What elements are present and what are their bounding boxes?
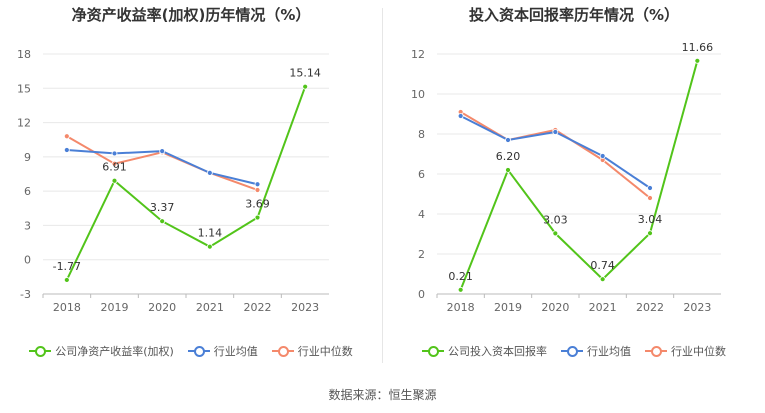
legend-item[interactable]: 行业均值 (561, 343, 631, 359)
data-point (505, 167, 511, 173)
legend-label: 行业均值 (213, 345, 258, 358)
panel-divider (382, 8, 383, 363)
legend-item[interactable]: 行业中位数 (645, 343, 726, 359)
x-tick-label: 2023 (291, 301, 319, 314)
y-tick-label: 0 (24, 254, 31, 267)
data-label: 3.03 (543, 213, 568, 226)
data-label: 0.21 (448, 270, 473, 283)
legend-swatch (422, 345, 444, 357)
series-line-1 (460, 115, 651, 189)
y-tick-label: 6 (418, 168, 425, 181)
data-point (254, 214, 261, 221)
legend-label: 行业均值 (587, 345, 631, 358)
data-point (111, 150, 118, 157)
data-point (694, 57, 701, 64)
x-tick-label: 2020 (148, 301, 176, 314)
x-tick-label: 2019 (494, 301, 522, 314)
data-label: 3.69 (245, 198, 270, 211)
data-point (159, 218, 166, 225)
roe-chart-panel: 净资产收益率(加权)历年情况（%） -3 0 3 6 9 12 15 18 2018 2019 20… (0, 0, 382, 375)
y-tick-label: 9 (24, 151, 31, 164)
y-tick-label: 8 (418, 128, 425, 141)
x-tick-label: 2021 (589, 301, 617, 314)
legend-swatch (29, 345, 52, 357)
data-point (647, 195, 653, 201)
data-point (254, 181, 261, 188)
y-tick-label: 2 (418, 248, 425, 261)
y-tick-label: 10 (411, 88, 425, 101)
legend-swatch (271, 345, 294, 357)
legend-swatch (187, 345, 210, 357)
roic-chart-title: 投入资本回报率历年情况（%） (468, 6, 680, 24)
x-tick-label: 2023 (683, 301, 711, 314)
y-tick-label: -3 (20, 288, 31, 301)
data-point (647, 185, 653, 191)
data-point (63, 147, 70, 153)
legend-label: 公司投入资本回报率 (448, 345, 547, 358)
data-label: 15.14 (289, 67, 321, 80)
x-tick-label: 2020 (541, 301, 569, 314)
data-label: 6.91 (102, 161, 127, 174)
data-point (599, 153, 606, 159)
y-tick-label: 12 (411, 48, 425, 61)
x-tick-label: 2018 (447, 301, 475, 314)
legend-item[interactable]: 公司投入资本回报率 (422, 343, 547, 359)
series-line-0 (65, 86, 307, 281)
data-point (599, 276, 606, 283)
data-label: 3.37 (150, 201, 175, 214)
y-tick-label: 4 (418, 208, 425, 221)
data-point (457, 286, 464, 293)
data-point (505, 137, 511, 143)
data-label: 1.14 (198, 227, 223, 240)
y-tick-label: 0 (418, 288, 425, 301)
data-point (552, 129, 559, 135)
roic-chart-panel: 投入资本回报率历年情况（%） 0 2 4 6 8 10 12 2018 2019 2020 2021… (383, 0, 765, 375)
y-tick-label: 6 (24, 185, 31, 198)
roe-chart-title: 净资产收益率(加权)历年情况（%） (71, 6, 311, 24)
x-tick-label: 2021 (196, 301, 224, 314)
data-point (206, 243, 213, 250)
roic-chart-plot: 0 2 4 6 8 10 12 2018 2019 2020 2021 2022 2023 0.21 6.2… (411, 41, 721, 314)
legend-label: 行业中位数 (671, 345, 726, 358)
data-point (302, 83, 309, 90)
data-label: 0.74 (590, 259, 615, 272)
data-point (647, 230, 653, 237)
data-label: 3.04 (638, 213, 663, 226)
legend-item[interactable]: 行业中位数 (271, 343, 353, 359)
x-tick-label: 2022 (636, 301, 664, 314)
roe-chart-plot: -3 0 3 6 9 12 15 18 2018 2019 2020 2021 2022 2023 -1.7… (17, 48, 329, 314)
data-point (111, 160, 118, 167)
data-point (63, 277, 70, 283)
legend-swatch (645, 345, 667, 357)
data-point (254, 187, 261, 193)
y-tick-label: 3 (24, 219, 31, 232)
y-tick-label: 12 (17, 117, 31, 130)
series-line-2 (460, 111, 651, 199)
legend-item[interactable]: 行业均值 (187, 343, 258, 359)
series-line-2 (66, 135, 258, 191)
data-source-note: 数据来源：恒生聚源 (328, 388, 437, 402)
series-line-0 (459, 60, 699, 291)
data-point (457, 113, 464, 119)
roic-chart-legend: 公司投入资本回报率 行业均值 行业中位数 (383, 343, 765, 359)
x-tick-label: 2019 (101, 301, 129, 314)
x-tick-label: 2018 (53, 301, 81, 314)
data-label: 11.66 (682, 41, 714, 54)
data-point (63, 133, 70, 140)
data-point (159, 148, 166, 155)
y-tick-label: 18 (17, 48, 31, 61)
legend-item[interactable]: 公司净资产收益率(加权) (29, 343, 174, 359)
data-label: 6.20 (496, 150, 521, 163)
data-point (111, 177, 118, 184)
data-label: -1.77 (53, 260, 81, 273)
roe-chart-legend: 公司净资产收益率(加权) 行业均值 行业中位数 (0, 343, 382, 359)
legend-label: 公司净资产收益率(加权) (55, 345, 174, 358)
legend-label: 行业中位数 (297, 345, 353, 358)
x-tick-label: 2022 (244, 301, 272, 314)
data-point (206, 169, 213, 176)
y-tick-label: 15 (17, 82, 31, 95)
legend-swatch (561, 345, 583, 357)
data-point (552, 230, 559, 237)
